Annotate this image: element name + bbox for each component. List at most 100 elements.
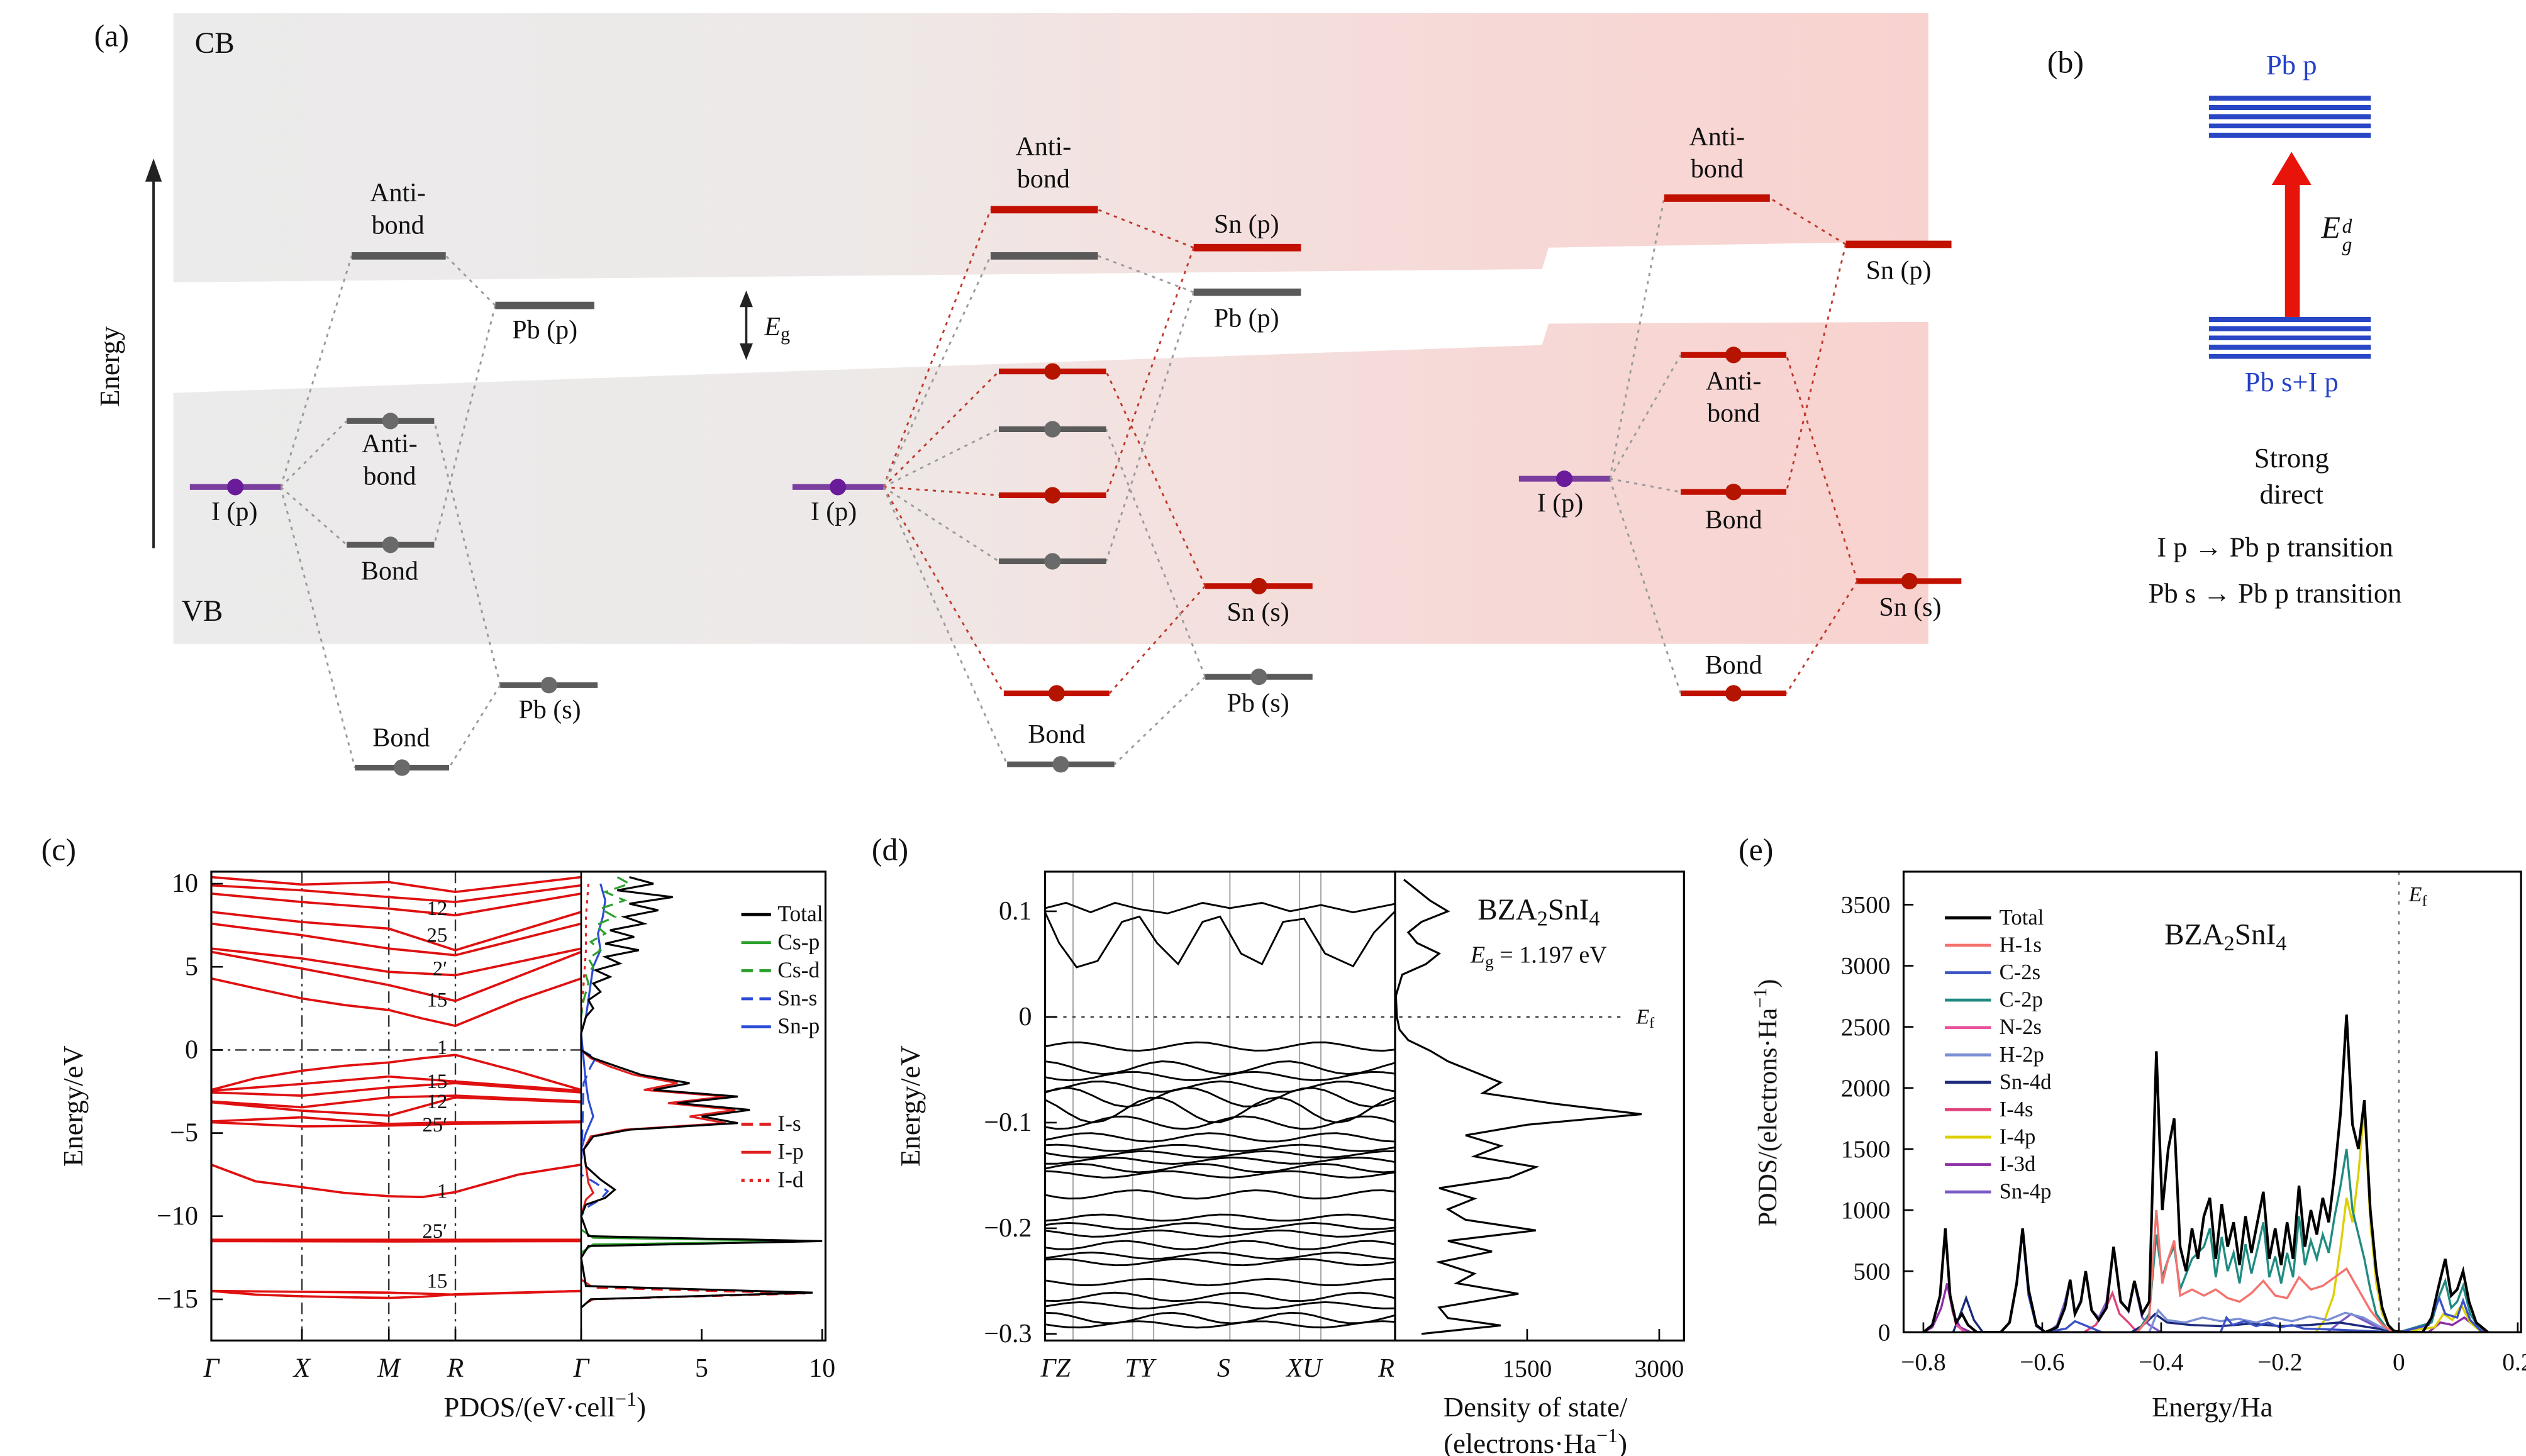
axis-titles: Energy/eV — [57, 1045, 89, 1166]
energy-axis: Energy — [94, 158, 162, 548]
panel-title: BZA2SnI4 — [1477, 894, 1600, 930]
legend-label: Sn-4p — [2000, 1180, 2052, 1204]
panel-d-tag: (d) — [871, 833, 909, 869]
legend-item: Total — [1945, 906, 2044, 930]
kpoint-label: TY — [1125, 1354, 1157, 1383]
y-tick-label: 3000 — [1841, 952, 1891, 980]
electron-dot — [1555, 470, 1573, 487]
legend-item: H-1s — [1945, 933, 2042, 957]
kpoint-label: X — [292, 1353, 311, 1383]
pdos-tick-label: 5 — [695, 1354, 708, 1383]
dos-axis-label-2: (electrons·Ha−1) — [1444, 1424, 1627, 1456]
legend-label: Total — [2000, 906, 2044, 930]
electron-dot — [1052, 756, 1069, 773]
legend-label: Cs-p — [777, 929, 820, 954]
electron-dot — [829, 479, 847, 496]
level-label: I (p) — [811, 497, 857, 526]
electron-dot — [1044, 363, 1061, 380]
transition-line-1: I p → Pb p transition — [2157, 531, 2393, 564]
symmetry-label: 12 — [427, 897, 448, 920]
symmetry-label: 25′ — [422, 1114, 447, 1136]
energy-axis-label: Energy/eV — [57, 1045, 89, 1166]
level-label: bond — [1707, 399, 1760, 428]
kpoint-label: R — [1377, 1354, 1394, 1383]
legend: Total H-1s C-2s C-2p N-2s H-2p Sn-4d I-4s I-4p I-… — [1945, 906, 2051, 1204]
electron-dot — [1044, 421, 1061, 438]
pb-s-i-p-level-hatch — [2209, 316, 2371, 362]
band-region-label: VB — [182, 595, 223, 628]
y-tick-label: −0.1 — [984, 1108, 1032, 1137]
y-tick-label: −0.2 — [984, 1214, 1032, 1243]
electron-dot — [1901, 572, 1918, 590]
region-label: VB — [182, 595, 223, 628]
panel-title: BZA2SnI4 — [2164, 918, 2286, 955]
y-tick-label: 5 — [185, 952, 198, 981]
y-tick-label: −15 — [157, 1285, 198, 1314]
level-label: Sn (s) — [1879, 593, 1941, 622]
axis-ticks: 10 5 0 −5 −10 −15 Γ X M R Γ 5 10 — [157, 869, 835, 1383]
electron-dot — [394, 759, 411, 776]
legend-label: I-s — [777, 1111, 801, 1136]
pdos-curves — [580, 876, 823, 1309]
plot-frame — [210, 870, 826, 1342]
legend-item: I-p — [741, 1139, 804, 1164]
band-shading — [173, 13, 1928, 644]
electron-dot — [382, 413, 399, 430]
kpoint-label: M — [377, 1353, 402, 1383]
level-label: Pb (p) — [1214, 304, 1279, 333]
axis-titles: PDOS/(eV·cell−1) — [443, 1387, 646, 1423]
y-tick-label: 500 — [1853, 1257, 1890, 1285]
panel-e-pods-plot: Ef 0 500 1000 1500 2000 2500 3000 3500 −0.8 −0.6 −0… — [1749, 870, 2526, 1423]
level-label: Sn (p) — [1866, 257, 1932, 286]
band-gap-arrow: Eg — [739, 290, 790, 360]
legend-item: I-4s — [1945, 1098, 2034, 1121]
kpoint-label: R — [447, 1353, 464, 1383]
pb-s-i-p-level-label: Pb s+I p — [2244, 366, 2339, 398]
level-label: bond — [1691, 155, 1744, 184]
legend-label: Total — [777, 901, 823, 926]
y-tick-label: 0 — [185, 1036, 198, 1065]
legend-label: H-1s — [2000, 933, 2042, 957]
electron-dot — [1725, 484, 1742, 501]
legend-item: Cs-d — [741, 957, 820, 982]
level-label: Anti- — [1706, 367, 1762, 396]
caption-strong: Strong — [2254, 442, 2329, 474]
level-label: bond — [372, 211, 425, 240]
kpoint-label: XU — [1285, 1354, 1323, 1383]
axis-titles: PODS/(electrons·Ha−1) — [1749, 979, 1783, 1227]
electron-dot — [1044, 487, 1061, 504]
legend-label: Sn-s — [777, 986, 817, 1011]
legend-item: C-2s — [1945, 960, 2040, 984]
symmetry-label: 1 — [437, 1181, 447, 1203]
plot-frame — [1043, 870, 1685, 1342]
legend-label: Cs-d — [777, 957, 820, 982]
y-tick-label: −5 — [170, 1119, 198, 1148]
symmetry-label: 15 — [427, 1070, 448, 1093]
electron-dot — [1725, 685, 1742, 702]
legend-label: C-2p — [2000, 988, 2043, 1012]
level-label: I (p) — [211, 497, 257, 526]
band-gap-value: Eg = 1.197 eV — [1470, 942, 1607, 971]
electron-dot — [540, 677, 557, 694]
legend-label: I-d — [777, 1167, 804, 1192]
panel-c-tag: (c) — [41, 833, 76, 869]
kpoint-label: ΓZ — [1040, 1354, 1071, 1383]
level-connectors — [279, 197, 1859, 769]
energy-axis-label: Energy/eV — [894, 1045, 926, 1166]
transition-arrow-icon — [2271, 152, 2312, 324]
y-tick-label: 1500 — [1841, 1135, 1891, 1163]
panel-c-band-structure-pdos: 10 5 0 −5 −10 −15 Γ X M R Γ 5 10 PDOS/(eV·cell−1) Ener… — [57, 869, 835, 1423]
level-label: I (p) — [1537, 489, 1583, 518]
dos-tick-label: 3000 — [1635, 1355, 1684, 1382]
legend-label: C-2s — [2000, 960, 2040, 984]
legend-item: Total — [741, 901, 823, 926]
legend-item: H-2p — [1945, 1043, 2044, 1067]
band-lines — [1045, 902, 1396, 1329]
energy-levels: I (p) Anti-bond Anti-bond Bond Bond Pb (p) Pb … — [189, 123, 1962, 776]
legend-item: Cs-p — [741, 929, 820, 954]
level-label: Pb (s) — [1227, 689, 1289, 718]
y-tick-label: 3500 — [1841, 891, 1891, 919]
electron-dot — [1048, 685, 1065, 702]
